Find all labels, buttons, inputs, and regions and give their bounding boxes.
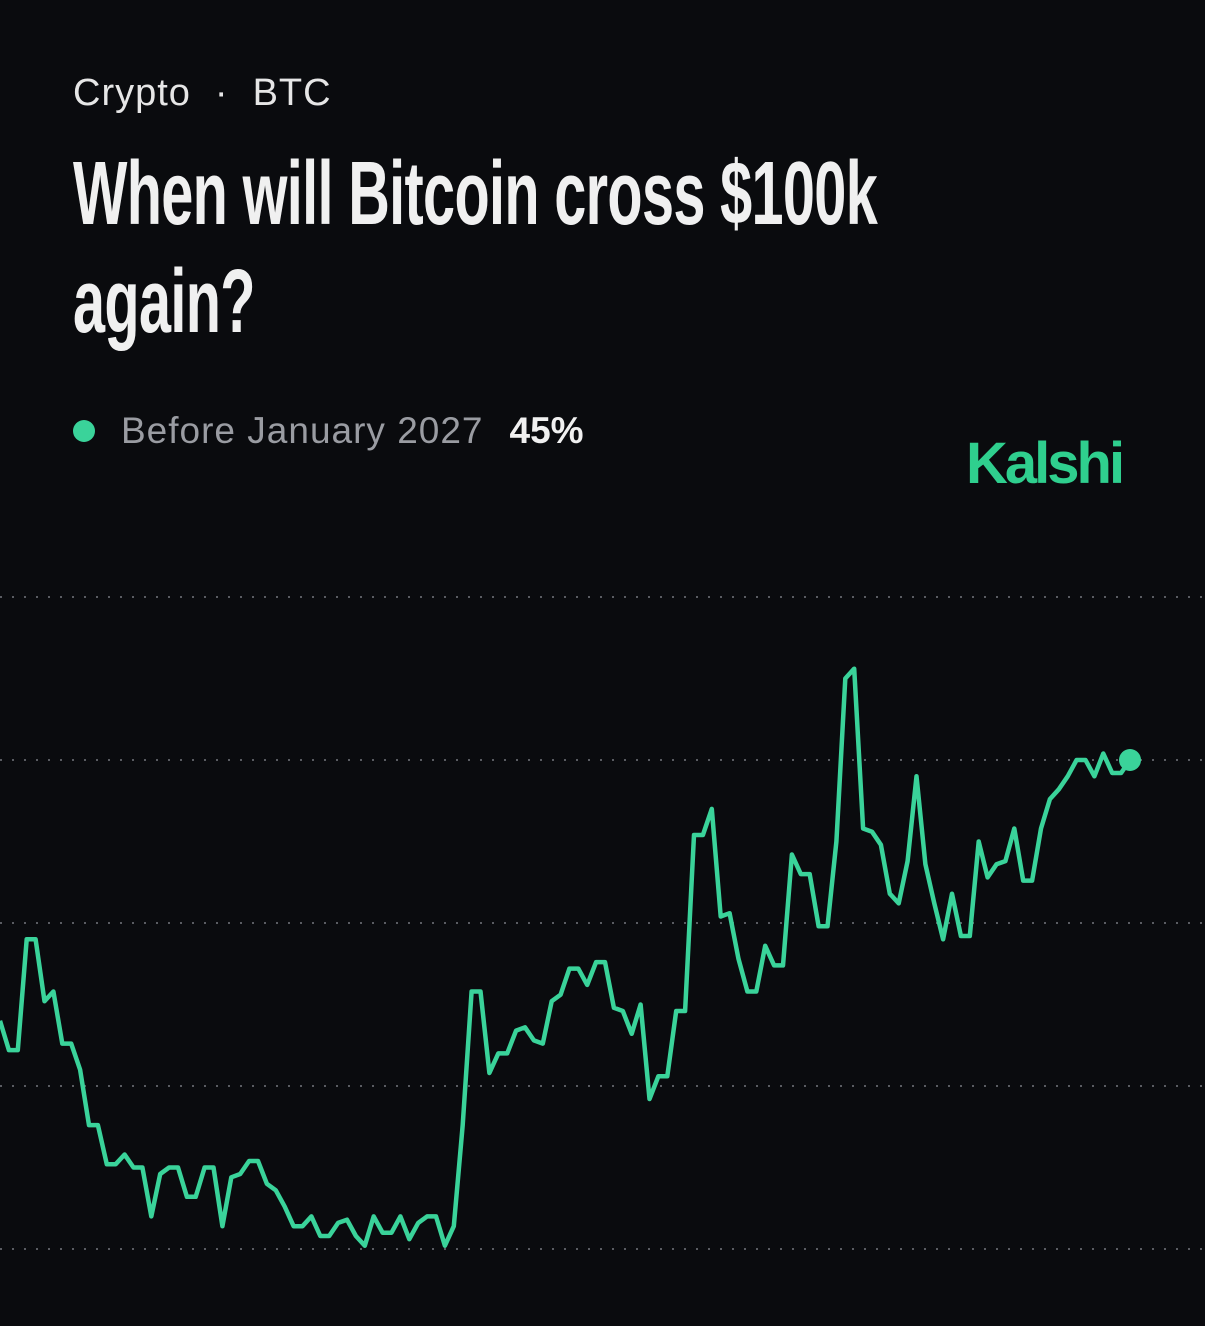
- end-dot: [1119, 749, 1141, 771]
- legend-dot: [73, 420, 95, 442]
- breadcrumb: Crypto · BTC: [73, 72, 356, 115]
- brand-logo: Kalshi: [966, 431, 1125, 496]
- separator: ·: [214, 72, 229, 114]
- subcategory: BTC: [252, 72, 332, 114]
- title: When will Bitcoin cross $100k again?: [73, 144, 878, 352]
- category: Crypto: [73, 72, 191, 114]
- legend: Before January 2027 45%: [73, 410, 584, 452]
- legend-name: Before January 2027: [121, 410, 484, 451]
- legend-value: 45%: [509, 410, 584, 451]
- line: [0, 666, 1132, 1248]
